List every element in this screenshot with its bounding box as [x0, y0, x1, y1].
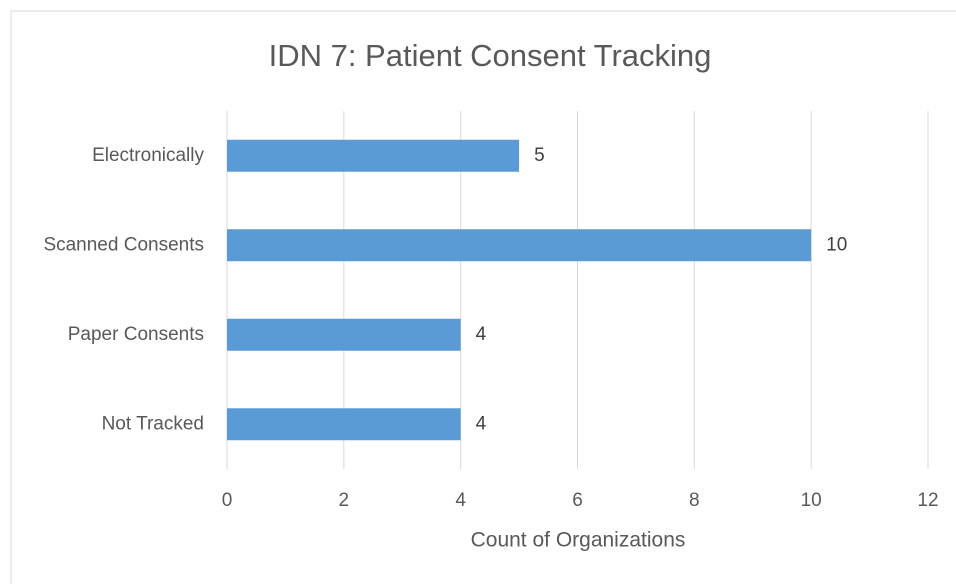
- data-label: 10: [826, 234, 847, 255]
- x-tick-label: 4: [455, 490, 466, 511]
- x-tick-label: 10: [801, 490, 822, 511]
- y-tick-label: Paper Consents: [68, 324, 204, 345]
- data-label: 4: [476, 413, 487, 434]
- data-label: 4: [476, 324, 487, 345]
- y-tick-label: Not Tracked: [102, 413, 204, 434]
- chart-frame: [10, 10, 956, 584]
- chart-title: IDN 7: Patient Consent Tracking: [269, 38, 712, 73]
- x-tick-label: 2: [339, 490, 350, 511]
- bar: [227, 408, 461, 441]
- bar: [227, 318, 461, 351]
- x-tick-label: 8: [689, 490, 700, 511]
- data-label: 5: [534, 145, 545, 166]
- x-axis-label: Count of Organizations: [471, 529, 686, 552]
- x-tick-label: 12: [917, 490, 938, 511]
- bar: [227, 139, 520, 172]
- bar: [227, 229, 812, 262]
- y-tick-label: Scanned Consents: [43, 234, 204, 255]
- x-tick-label: 0: [222, 490, 233, 511]
- x-tick-label: 6: [572, 490, 583, 511]
- y-tick-label: Electronically: [92, 145, 204, 166]
